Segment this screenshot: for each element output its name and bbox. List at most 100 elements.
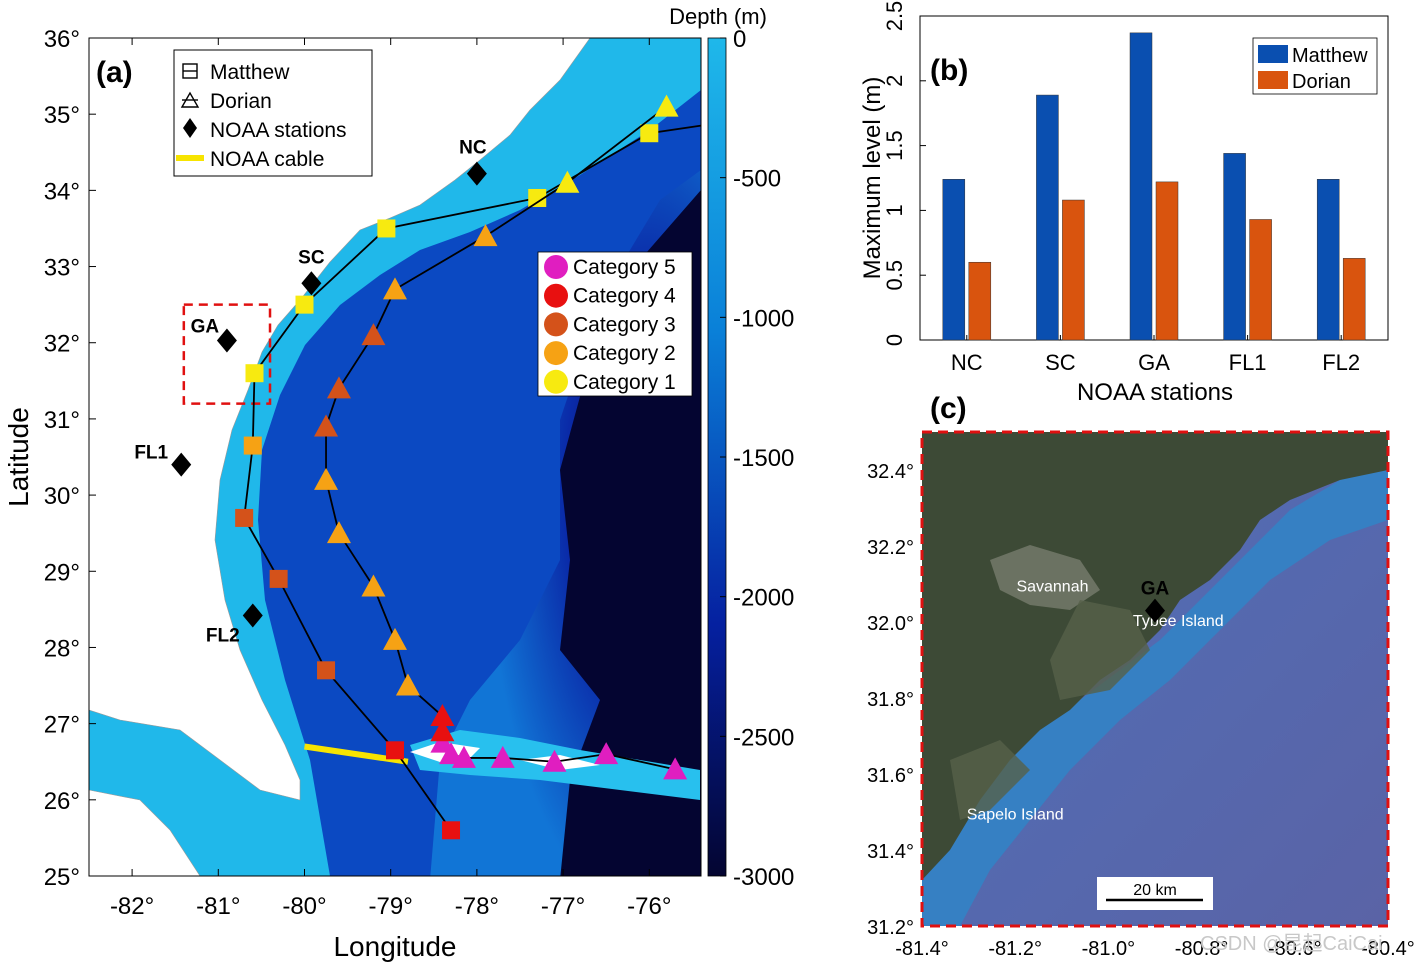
legend-noaa-stations: NOAA stations [210,119,347,142]
station-label: GA [191,316,220,337]
place-label: Savannah [1016,579,1088,596]
x-tick-label: -81.0° [1082,938,1136,960]
colorbar-tick-label: -3000 [733,864,794,891]
bar-matthew [942,179,966,341]
matthew-track-point [243,436,262,455]
land-mass [89,38,591,801]
x-tick-label: FL2 [1322,350,1360,375]
dorian-track-point [326,521,351,544]
bar-legend: Matthew Dorian [1252,37,1378,95]
panel-b-bar-chart: NC SC GA FL1 FL2 0 0.5 1 1.5 2 2.5 (b) NOAA stati… [859,1,1389,406]
matthew-track-point [386,741,404,760]
x-tick-label: -78° [455,893,499,920]
map-frame [88,37,702,877]
y-tick-label: 31.2° [867,917,914,939]
y-tick-label: 29° [44,559,80,586]
panel-a-xlabel: Longitude [333,931,456,962]
dorian-track-point [473,224,498,247]
y-tick-label: 1.5 [882,130,907,161]
matthew-track-point [377,219,396,238]
panel-a-ylabel: Latitude [3,407,34,507]
panel-b-xlabel: NOAA stations [1077,379,1233,406]
dorian-track-point [542,749,567,772]
bar-matthew [1036,94,1059,341]
x-tick-label: -79° [369,893,413,920]
colorbar-tick-label: -1000 [733,305,794,332]
y-tick-label: 27° [44,712,80,739]
y-tick-label: 32.4° [867,461,914,483]
watermark: CSDN @昆起CaiCai [1200,932,1383,955]
x-tick-label: FL1 [1229,350,1267,375]
dorian-track-point [430,730,455,753]
x-tick-label: -81° [196,893,240,920]
matthew-track-point [295,295,314,314]
y-tick-label: 1 [882,204,907,216]
legend-swatch-dorian [1258,71,1288,89]
station-marker [171,452,192,477]
x-tick-label: -80.6° [1268,938,1322,960]
panel-c-label: (c) [930,392,967,425]
category-swatch [544,312,568,337]
x-tick-label: -80.4° [1361,938,1415,960]
matthew-track-point [235,508,254,527]
station-marker [216,328,237,353]
dorian-track-point [326,376,351,399]
panel-a-map: NC SC GA FL1 FL2 (a) Matthew Dorian NOAA sta… [3,4,794,962]
dorian-track-point [654,94,679,117]
place-label: Tybee Island [1133,613,1224,630]
black-diamond-icon [183,118,197,138]
panel-c-frame [920,430,1390,928]
matthew-track [235,124,701,840]
station-label: FL2 [206,625,240,646]
zoom-region-box [182,303,272,405]
y-tick-label: 31.8° [867,689,914,711]
station-label: NC [459,138,487,159]
bar-dorian [1249,219,1272,341]
bar-matthew [1316,179,1340,341]
dorian-track [314,94,688,780]
land-south [89,789,201,876]
dorian-track-point [314,467,339,490]
y-tick-label: 32.0° [867,613,914,635]
y-tick-label: 28° [44,635,80,662]
colorbar-title: Depth (m) [669,4,767,29]
x-tick-label: -76° [627,893,671,920]
coastal-shallow [922,460,1388,926]
x-tick-label: -82° [110,893,154,920]
x-tick-label: GA [1138,350,1170,375]
y-tick-label: 25° [44,864,80,891]
dorian-track-point [314,414,339,437]
dorian-track-point [361,574,386,597]
y-tick-label: 0.5 [882,260,907,291]
station-marker [242,603,263,628]
category-swatch [544,341,568,366]
station-marker [301,271,322,296]
y-tick-label: 32.2° [867,537,914,559]
station-marker [466,161,487,186]
y-tick-label: 0 [882,334,907,346]
colorbar-tick-label: -2000 [733,585,794,612]
matthew-track-point [317,661,336,680]
satellite-land [922,432,1388,880]
matthew-track-point [528,188,547,207]
dorian-track-point [361,323,386,346]
category-label: Category 3 [573,313,676,336]
marsh-area [950,600,1150,820]
dorian-track-point [383,277,407,300]
dorian-track-point [439,742,464,765]
dorian-track-point [395,673,420,696]
bar-dorian [1155,181,1179,341]
panel-a-label: (a) [96,56,133,89]
station-label: SC [298,247,325,268]
scale-bar: 20 km [1097,877,1213,910]
panel-b-label: (b) [930,54,968,87]
category-label: Category 2 [573,342,676,365]
legend-dorian: Dorian [210,90,272,113]
y-tick-label: 30° [44,483,80,510]
y-tick-label: 33° [44,255,80,282]
legend-swatch-matthew [1258,45,1288,63]
ga-station-diamond [1145,598,1165,623]
bar-dorian [1342,258,1366,341]
x-tick-label: -80° [282,893,326,920]
noaa-stations: NC SC GA FL1 FL2 [134,138,487,646]
